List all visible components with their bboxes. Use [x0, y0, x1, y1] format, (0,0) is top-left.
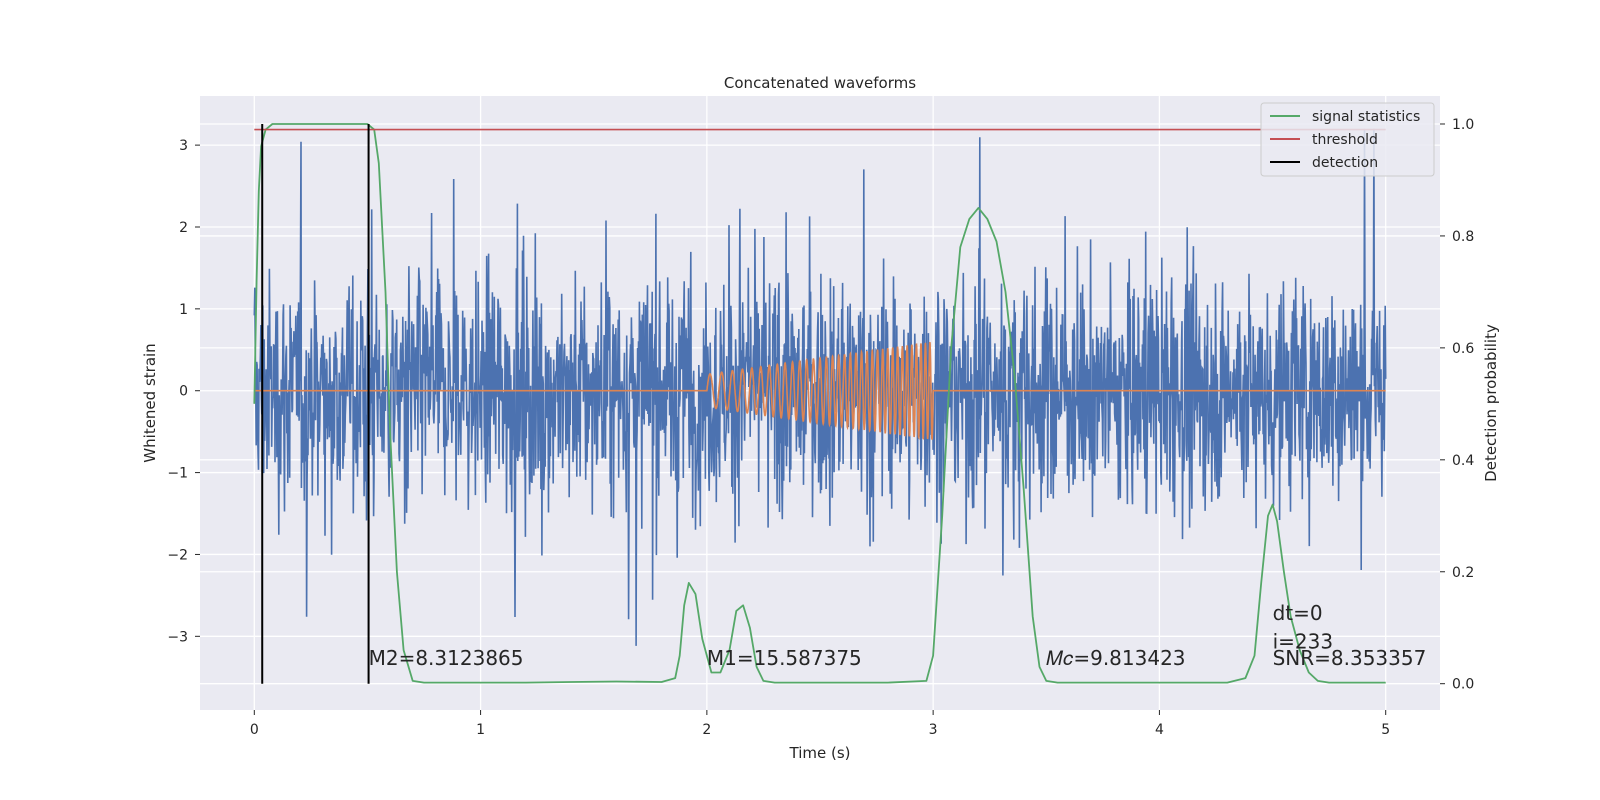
- signal-statistics-line: [253, 123, 1386, 684]
- legend: signal statistics threshold detection: [1260, 102, 1435, 177]
- x-tick-label: 0: [250, 722, 259, 738]
- annotation-label: SNR=8.353357: [1273, 646, 1427, 670]
- annotation-label: M2=8.3123865: [369, 646, 524, 670]
- x-tick-label: 5: [1381, 722, 1390, 738]
- annotations: M2=8.3123865 M1=15.587375 𝑀𝑐=9.813423 SNR=8…: [369, 601, 1427, 670]
- y-tick-label: −2: [167, 547, 188, 563]
- x-tick-label: 4: [1155, 722, 1164, 738]
- annotation-label: M1=15.587375: [707, 646, 862, 670]
- y-right-tick-label: 1.0: [1452, 117, 1474, 133]
- legend-label: threshold: [1312, 132, 1378, 148]
- annotation-label: 𝑀𝑐=9.813423: [1046, 646, 1185, 670]
- x-tick-label: 1: [476, 722, 485, 738]
- y-tick-label: 1: [179, 302, 188, 318]
- y-axis-label: Whitened strain: [141, 343, 159, 462]
- legend-box: [1260, 102, 1435, 177]
- y-tick-label: −1: [167, 466, 188, 482]
- legend-label: signal statistics: [1312, 109, 1420, 125]
- y-right-tick-label: 0.4: [1452, 453, 1474, 469]
- x-tick-label: 2: [702, 722, 711, 738]
- y-right-tick-label: 0.8: [1452, 229, 1474, 245]
- legend-label: detection: [1312, 155, 1378, 171]
- x-axis-label: Time (s): [789, 744, 851, 762]
- grid: [200, 96, 1440, 710]
- y-tick-label: 3: [179, 138, 188, 154]
- axes: 0 1 2 3 4 5 −3 −2 −1 0 1 2 3 0.0 0.2 0.4 0.6 0.8 1.0: [167, 117, 1474, 738]
- y-axis-right-label: Detection probability: [1482, 324, 1500, 482]
- annotation-label: dt=0: [1273, 601, 1323, 625]
- chirp-series: [254, 341, 1386, 441]
- y-tick-label: −3: [167, 629, 188, 645]
- noise-series: [253, 128, 1387, 646]
- series-layer: [253, 123, 1387, 684]
- y-right-tick-label: 0.0: [1452, 677, 1474, 693]
- y-right-tick-label: 0.2: [1452, 565, 1474, 581]
- y-right-tick-label: 0.6: [1452, 341, 1474, 357]
- annotation-label: i=233: [1273, 630, 1334, 654]
- x-tick-label: 3: [929, 722, 938, 738]
- y-tick-label: 2: [179, 220, 188, 236]
- chart-title: Concatenated waveforms: [724, 74, 916, 92]
- y-tick-label: 0: [179, 384, 188, 400]
